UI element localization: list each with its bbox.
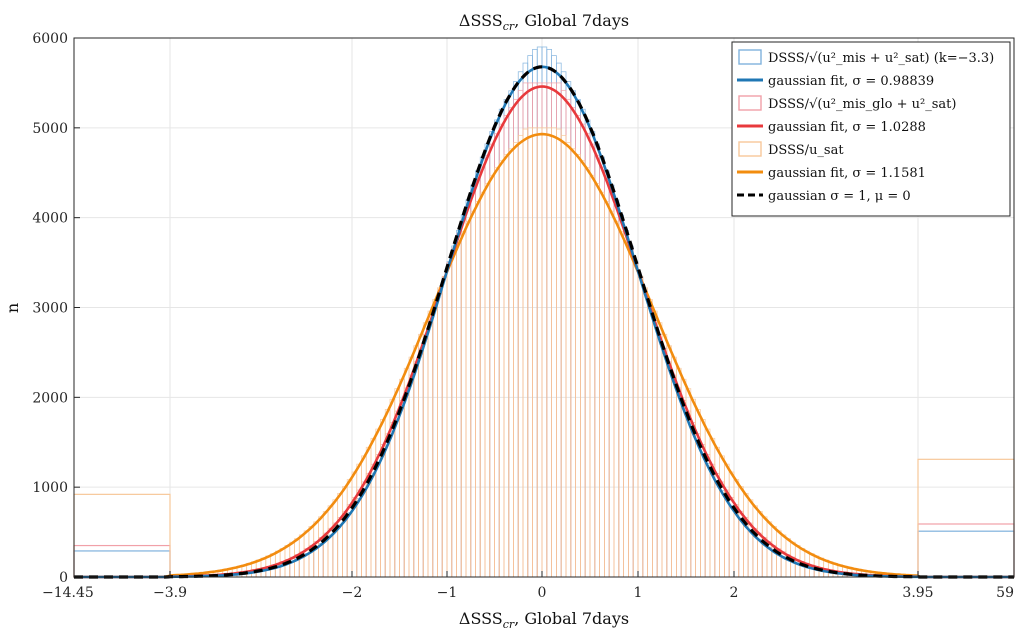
y-tick-label: 2000 bbox=[32, 390, 68, 406]
legend-swatch-hist bbox=[738, 49, 762, 65]
legend-label: gaussian fit, σ = 1.1581 bbox=[768, 166, 926, 181]
x-tick-label: −2 bbox=[342, 585, 363, 601]
legend-label: gaussian fit, σ = 0.98839 bbox=[768, 74, 934, 89]
gaussian-curves bbox=[74, 65, 1014, 579]
reference-gaussian-line bbox=[74, 65, 1014, 579]
legend-box bbox=[731, 41, 1011, 217]
legend: DSSS/√(u²_mis + u²_sat) (k=−3.3) gaussian… bbox=[731, 41, 1011, 217]
x-tick-label: 2 bbox=[730, 585, 739, 601]
y-tick-label: 5000 bbox=[32, 121, 68, 137]
legend-entry: gaussian fit, σ = 0.98839 bbox=[737, 74, 934, 89]
legend-label: DSSS/√(u²_mis_glo + u²_sat) bbox=[768, 97, 956, 112]
legend-swatch-hist bbox=[738, 141, 762, 157]
y-axis-label: n bbox=[3, 303, 22, 313]
x-axis-label: ΔSSScr, Global 7days bbox=[459, 609, 629, 629]
y-tick-label: 1000 bbox=[32, 480, 68, 496]
x-tick-label: 3.95 bbox=[902, 585, 933, 601]
y-tick-label: 3000 bbox=[32, 301, 68, 317]
legend-entry: gaussian fit, σ = 1.0288 bbox=[737, 120, 926, 135]
x-tick-label: 1 bbox=[634, 585, 643, 601]
y-tick-label: 0 bbox=[59, 570, 68, 586]
axis-ticks: 0 1000 2000 3000 4000 5000 6000 −14.45 −3.9 −2 −1 0… bbox=[32, 31, 1015, 601]
legend-entry: DSSS/√(u²_mis + u²_sat) (k=−3.3) bbox=[738, 49, 994, 66]
x-tick-label: −1 bbox=[437, 585, 458, 601]
gaussian-fit-line bbox=[74, 132, 1014, 579]
legend-label: DSSS/√(u²_mis + u²_sat) (k=−3.3) bbox=[768, 51, 994, 66]
x-tick-label: −14.45 bbox=[42, 585, 94, 601]
legend-entry: gaussian σ = 1, μ = 0 bbox=[737, 189, 911, 204]
y-tick-label: 4000 bbox=[32, 211, 68, 227]
legend-label: DSSS/u_sat bbox=[768, 143, 844, 158]
legend-swatch-hist bbox=[738, 95, 762, 111]
legend-entry: gaussian fit, σ = 1.1581 bbox=[737, 166, 926, 181]
legend-entry: DSSS/√(u²_mis_glo + u²_sat) bbox=[738, 95, 956, 112]
x-tick-label: 0 bbox=[538, 585, 547, 601]
x-tick-label: −3.9 bbox=[153, 585, 187, 601]
y-tick-label: 6000 bbox=[32, 31, 68, 47]
chart-title: ΔSSScr, Global 7days bbox=[459, 11, 629, 33]
x-tick-label: 59 bbox=[996, 585, 1014, 601]
legend-label: gaussian σ = 1, μ = 0 bbox=[768, 189, 911, 204]
legend-label: gaussian fit, σ = 1.0288 bbox=[768, 120, 926, 135]
legend-entry: DSSS/u_sat bbox=[738, 141, 844, 158]
